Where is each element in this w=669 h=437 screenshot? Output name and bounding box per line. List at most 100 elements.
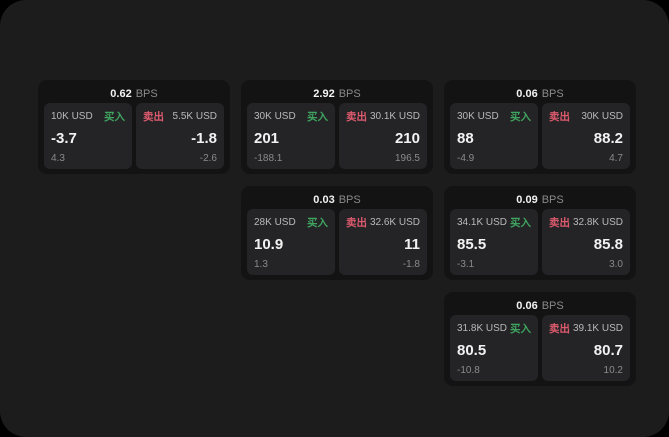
bps-unit-label: BPS xyxy=(541,193,564,206)
card-header: 0.62 BPS xyxy=(44,84,224,103)
card-header: 0.06 BPS xyxy=(450,296,630,315)
buy-sell-tiles: 34.1K USD 买入 85.5 -3.1 卖出 32.8K USD 85.8… xyxy=(450,209,630,275)
buy-side-label: 买入 xyxy=(510,323,531,335)
buy-sub-value: -10.8 xyxy=(457,365,480,376)
buy-tile[interactable]: 31.8K USD 买入 80.5 -10.8 xyxy=(450,315,538,381)
buy-tile[interactable]: 28K USD 买入 10.9 1.3 xyxy=(247,209,335,275)
sell-amount: 32.8K USD xyxy=(572,217,623,228)
buy-side-label: 买入 xyxy=(104,111,125,123)
bps-value: 2.92 xyxy=(313,87,335,100)
buy-tile[interactable]: 34.1K USD 买入 85.5 -3.1 xyxy=(450,209,538,275)
quote-card[interactable]: 0.06 BPS 31.8K USD 买入 80.5 -10.8 卖出 39.1… xyxy=(444,292,636,386)
buy-quote-value: 201 xyxy=(254,129,280,147)
buy-sell-tiles: 30K USD 买入 201 -188.1 卖出 30.1K USD 210 1… xyxy=(247,103,427,169)
buy-side-label: 买入 xyxy=(307,111,328,123)
buy-sub-value: -3.1 xyxy=(457,259,475,270)
quote-card[interactable]: 2.92 BPS 30K USD 买入 201 -188.1 卖出 30.1K … xyxy=(241,80,433,174)
sell-tile-header: 卖出 32.6K USD xyxy=(346,215,420,230)
bps-unit-label: BPS xyxy=(338,87,361,100)
buy-side-label: 买入 xyxy=(510,217,531,229)
sell-amount: 30.1K USD xyxy=(369,111,420,122)
bps-value: 0.62 xyxy=(110,87,132,100)
sell-tile[interactable]: 卖出 32.6K USD 11 -1.8 xyxy=(339,209,427,275)
sell-tile-header: 卖出 30.1K USD xyxy=(346,109,420,124)
buy-sell-tiles: 31.8K USD 买入 80.5 -10.8 卖出 39.1K USD 80.… xyxy=(450,315,630,381)
sell-amount: 5.5K USD xyxy=(172,111,217,122)
sell-quote-value: 210 xyxy=(394,129,420,147)
buy-tile-header: 28K USD 买入 xyxy=(254,215,328,230)
quote-cards-grid: 0.62 BPS 10K USD 买入 -3.7 4.3 卖出 5.5K USD… xyxy=(38,80,636,386)
buy-tile-header: 10K USD 买入 xyxy=(51,109,125,124)
sell-side-label: 卖出 xyxy=(549,217,570,229)
card-header: 0.09 BPS xyxy=(450,190,630,209)
sell-amount: 30K USD xyxy=(581,111,623,122)
sell-amount: 32.6K USD xyxy=(369,217,420,228)
quote-card[interactable]: 0.09 BPS 34.1K USD 买入 85.5 -3.1 卖出 32.8K… xyxy=(444,186,636,280)
card-header: 0.03 BPS xyxy=(247,190,427,209)
sell-tile[interactable]: 卖出 30K USD 88.2 4.7 xyxy=(542,103,630,169)
buy-amount: 28K USD xyxy=(254,217,296,228)
sell-sub-value: 3.0 xyxy=(609,259,623,270)
bps-unit-label: BPS xyxy=(338,193,361,206)
buy-quote-value: -3.7 xyxy=(51,129,77,147)
sell-side-label: 卖出 xyxy=(549,323,570,335)
sell-amount: 39.1K USD xyxy=(572,323,623,334)
sell-quote-value: -1.8 xyxy=(191,129,217,147)
sell-tile[interactable]: 卖出 39.1K USD 80.7 10.2 xyxy=(542,315,630,381)
buy-sub-value: 1.3 xyxy=(254,259,268,270)
sell-side-label: 卖出 xyxy=(346,217,367,229)
sell-tile-header: 卖出 32.8K USD xyxy=(549,215,623,230)
sell-sub-value: -1.8 xyxy=(402,259,420,270)
buy-tile[interactable]: 30K USD 买入 201 -188.1 xyxy=(247,103,335,169)
buy-tile-header: 34.1K USD 买入 xyxy=(457,215,531,230)
sell-sub-value: 4.7 xyxy=(609,153,623,164)
buy-quote-value: 85.5 xyxy=(457,235,487,253)
buy-quote-value: 10.9 xyxy=(254,235,284,253)
bps-value: 0.03 xyxy=(313,193,335,206)
quote-card[interactable]: 0.06 BPS 30K USD 买入 88 -4.9 卖出 30K USD 8… xyxy=(444,80,636,174)
buy-sub-value: -4.9 xyxy=(457,153,475,164)
buy-tile-header: 31.8K USD 买入 xyxy=(457,321,531,336)
sell-sub-value: 196.5 xyxy=(394,153,420,164)
bps-unit-label: BPS xyxy=(541,299,564,312)
buy-tile-header: 30K USD 买入 xyxy=(254,109,328,124)
card-header: 2.92 BPS xyxy=(247,84,427,103)
buy-quote-value: 88 xyxy=(457,129,474,147)
sell-tile[interactable]: 卖出 30.1K USD 210 196.5 xyxy=(339,103,427,169)
buy-sell-tiles: 30K USD 买入 88 -4.9 卖出 30K USD 88.2 4.7 xyxy=(450,103,630,169)
quote-card[interactable]: 0.62 BPS 10K USD 买入 -3.7 4.3 卖出 5.5K USD… xyxy=(38,80,230,174)
buy-sub-value: 4.3 xyxy=(51,153,65,164)
buy-amount: 30K USD xyxy=(254,111,296,122)
sell-quote-value: 11 xyxy=(404,235,420,253)
sell-tile-header: 卖出 39.1K USD xyxy=(549,321,623,336)
buy-quote-value: 80.5 xyxy=(457,341,487,359)
bps-value: 0.06 xyxy=(516,87,538,100)
sell-sub-value: -2.6 xyxy=(199,153,217,164)
buy-side-label: 买入 xyxy=(510,111,531,123)
bps-unit-label: BPS xyxy=(135,87,158,100)
card-header: 0.06 BPS xyxy=(450,84,630,103)
sell-tile[interactable]: 卖出 32.8K USD 85.8 3.0 xyxy=(542,209,630,275)
buy-amount: 30K USD xyxy=(457,111,499,122)
sell-quote-value: 80.7 xyxy=(593,341,623,359)
buy-amount: 10K USD xyxy=(51,111,93,122)
quote-card[interactable]: 0.03 BPS 28K USD 买入 10.9 1.3 卖出 32.6K US… xyxy=(241,186,433,280)
sell-side-label: 卖出 xyxy=(143,111,164,123)
buy-tile-header: 30K USD 买入 xyxy=(457,109,531,124)
sell-side-label: 卖出 xyxy=(549,111,570,123)
buy-side-label: 买入 xyxy=(307,217,328,229)
buy-amount: 31.8K USD xyxy=(457,323,508,334)
buy-sell-tiles: 28K USD 买入 10.9 1.3 卖出 32.6K USD 11 -1.8 xyxy=(247,209,427,275)
sell-tile[interactable]: 卖出 5.5K USD -1.8 -2.6 xyxy=(136,103,224,169)
sell-tile-header: 卖出 30K USD xyxy=(549,109,623,124)
sell-sub-value: 10.2 xyxy=(603,365,623,376)
sell-tile-header: 卖出 5.5K USD xyxy=(143,109,217,124)
sell-side-label: 卖出 xyxy=(346,111,367,123)
buy-sub-value: -188.1 xyxy=(254,153,283,164)
buy-tile[interactable]: 10K USD 买入 -3.7 4.3 xyxy=(44,103,132,169)
bps-value: 0.06 xyxy=(516,299,538,312)
sell-quote-value: 85.8 xyxy=(593,235,623,253)
bps-unit-label: BPS xyxy=(541,87,564,100)
buy-tile[interactable]: 30K USD 买入 88 -4.9 xyxy=(450,103,538,169)
buy-amount: 34.1K USD xyxy=(457,217,508,228)
